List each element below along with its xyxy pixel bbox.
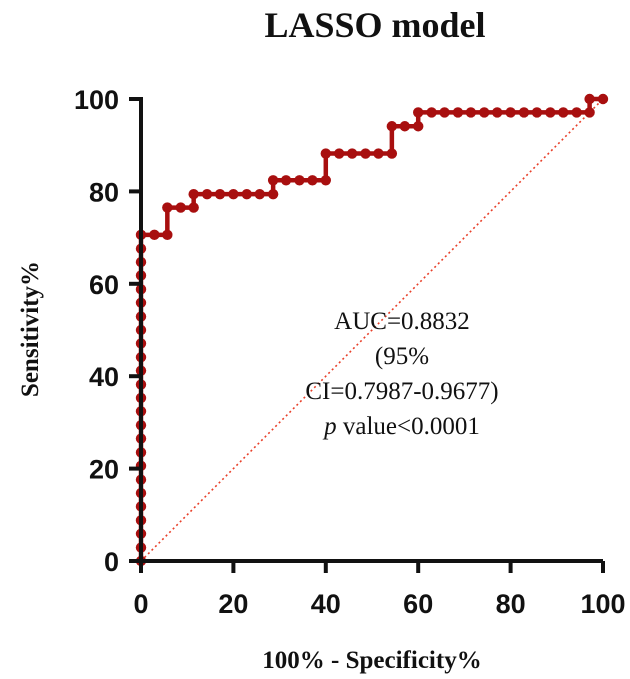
roc-point <box>320 175 331 186</box>
roc-point <box>505 107 516 118</box>
roc-point <box>280 175 292 186</box>
roc-point <box>584 107 595 118</box>
ci-range-text: CI=0.7987-0.9677) <box>305 378 498 405</box>
roc-point <box>175 202 186 213</box>
roc-point <box>346 148 358 159</box>
roc-point <box>439 107 450 118</box>
roc-point <box>360 148 371 159</box>
roc-point <box>399 121 411 132</box>
roc-point <box>452 107 464 118</box>
roc-point <box>333 148 345 159</box>
roc-point <box>162 202 173 213</box>
reference-diagonal-line <box>140 98 604 562</box>
x-tick-label: 0 <box>133 589 148 619</box>
roc-point <box>162 229 173 241</box>
p-value-text: p value<0.0001 <box>322 413 480 440</box>
y-tick-label: 100 <box>74 85 119 115</box>
roc-point <box>307 175 318 186</box>
roc-point <box>518 107 530 118</box>
roc-point <box>386 148 398 159</box>
roc-point <box>320 148 331 159</box>
roc-point <box>201 188 213 200</box>
y-tick-label: 0 <box>104 547 119 577</box>
roc-point <box>413 121 424 132</box>
roc-point <box>465 107 477 118</box>
roc-point <box>597 93 609 105</box>
y-tick-label: 40 <box>89 362 119 392</box>
y-axis-ticks: 0 20 40 60 80 100 <box>74 85 141 577</box>
roc-point <box>426 107 437 118</box>
auc-annotation: AUC=0.8832 (95% CI=0.7987-0.9677) p valu… <box>305 308 498 440</box>
p-value-rest: value<0.0001 <box>337 413 480 440</box>
roc-point <box>584 93 595 105</box>
roc-point <box>188 188 199 200</box>
roc-point <box>373 148 384 159</box>
x-axis-label: 100% - Specificity% <box>262 647 481 674</box>
roc-point <box>214 188 226 200</box>
roc-point <box>149 229 160 241</box>
roc-point <box>558 107 569 118</box>
roc-point <box>241 188 252 200</box>
roc-point <box>294 175 305 186</box>
roc-point <box>492 107 503 118</box>
y-tick-label: 80 <box>89 177 119 207</box>
roc-point <box>571 107 582 118</box>
auc-text: AUC=0.8832 <box>334 308 470 335</box>
x-tick-label: 100 <box>580 589 625 619</box>
x-tick-label: 60 <box>403 589 433 619</box>
roc-point <box>188 202 199 213</box>
ci-open-text: (95% <box>375 343 429 370</box>
x-tick-label: 20 <box>218 589 248 619</box>
roc-point <box>479 107 490 118</box>
x-axis-ticks: 0 20 40 60 80 100 <box>133 561 626 619</box>
roc-point <box>531 107 543 118</box>
x-tick-label: 80 <box>496 589 526 619</box>
roc-point <box>254 188 265 200</box>
chart-title: LASSO model <box>264 5 485 45</box>
roc-point <box>413 107 424 118</box>
y-tick-label: 20 <box>89 455 119 485</box>
roc-point <box>267 188 279 200</box>
x-tick-label: 40 <box>311 589 341 619</box>
p-italic: p <box>322 413 337 440</box>
roc-point <box>386 121 398 132</box>
roc-point <box>267 175 279 186</box>
y-tick-label: 60 <box>89 270 119 300</box>
y-axis-label: Sensitivity% <box>17 261 44 397</box>
roc-point <box>545 107 556 118</box>
roc-point <box>228 188 239 200</box>
